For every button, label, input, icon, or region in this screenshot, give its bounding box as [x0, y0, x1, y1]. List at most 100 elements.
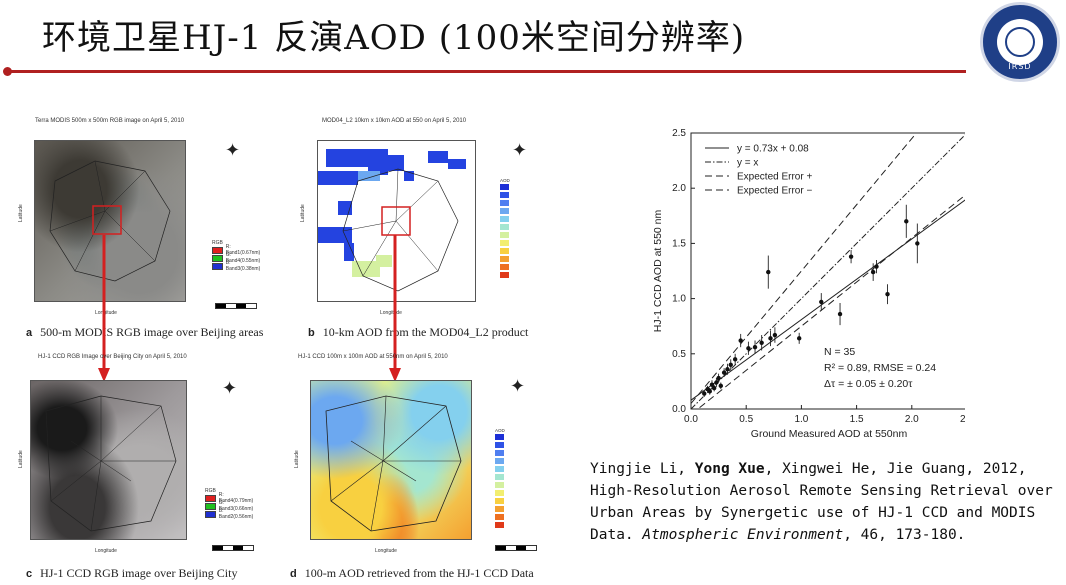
- caption-letter: b: [308, 327, 315, 339]
- data-point: [721, 370, 727, 375]
- data-point: [709, 382, 715, 387]
- panel-c-map: [30, 380, 187, 540]
- aod-color-step: [495, 449, 507, 457]
- panel-a-header: Terra MODIS 500m x 500m RGB image on Apr…: [35, 118, 185, 124]
- aod-swatch: [500, 216, 509, 222]
- panel-d-aod-legend: AOD: [495, 428, 507, 529]
- legend-label: R: Band1(0.67nm): [225, 244, 261, 256]
- aod-color-step: [500, 191, 512, 199]
- data-point: [772, 332, 778, 338]
- y-tick-label: 0.0: [672, 404, 686, 415]
- x-axis-label: Ground Measured AOD at 550nm: [751, 428, 908, 440]
- aod-swatch: [495, 522, 504, 528]
- legend-label: Expected Error +: [737, 172, 812, 183]
- aod-swatch: [500, 256, 509, 262]
- aod-swatch: [500, 184, 509, 190]
- panel-a-xlabel: Longitude: [95, 310, 117, 316]
- y-tick-label: 1.0: [672, 294, 686, 305]
- logo-text: IRSD: [1008, 62, 1032, 71]
- legend-swatch-red: [205, 494, 216, 502]
- legend-label: y = 0.73x + 0.08: [737, 144, 809, 155]
- aod-color-step: [495, 457, 507, 465]
- legend-swatch-blue: [212, 262, 223, 270]
- validation-scatter-chart: 0.0 0.5 1.0 1.5 2.0 2.5 0.0 0.5 1.0 1.5 2.0 2.5 Grou…: [652, 128, 965, 440]
- reference-volume: , 46, 173-180.: [843, 527, 966, 543]
- aod-swatch: [500, 232, 509, 238]
- aod-color-step: [500, 239, 512, 247]
- legend-row: B: Band3(0.38nm): [212, 260, 261, 272]
- aod-color-step: [500, 263, 512, 271]
- data-point: [759, 340, 764, 345]
- aod-color-step: [500, 247, 512, 255]
- aod-color-step: [495, 505, 507, 513]
- plot-lines: [691, 133, 965, 409]
- data-point: [796, 336, 802, 341]
- aod-swatch: [495, 474, 504, 480]
- panel-b-map: [317, 140, 476, 302]
- reference-author-bold: Yong Xue: [694, 461, 765, 477]
- legend-row: G: Band4(0.55nm): [212, 252, 261, 264]
- data-point: [819, 299, 824, 305]
- data-point: [711, 385, 717, 391]
- caption-letter: c: [26, 568, 33, 580]
- aod-swatch: [500, 200, 509, 206]
- scale-bar: [212, 545, 254, 551]
- globe-icon: [1005, 27, 1035, 57]
- y-tick-label: 2.5: [672, 128, 686, 139]
- x-tick-label: 1.5: [850, 414, 864, 425]
- north-arrow-icon-b: ✦: [512, 140, 528, 160]
- aod-swatch: [500, 248, 509, 254]
- legend-swatch-green: [205, 502, 216, 510]
- north-arrow-icon-d: ✦: [510, 376, 526, 396]
- data-point: [752, 344, 758, 350]
- panel-c-xlabel: Longitude: [95, 548, 117, 554]
- reference-authors-rest: , Xingwei He, Jie Guang, 2012,: [764, 461, 1027, 477]
- panel-d-xlabel: Longitude: [375, 548, 397, 554]
- caption-text: 100-m AOD retrieved from the HJ-1 CCD Da…: [304, 566, 534, 580]
- stats-text: R² = 0.89, RMSE = 0.24: [824, 362, 936, 374]
- x-tick-label: 0.5: [739, 414, 753, 425]
- panel-d-boundaries: [325, 395, 462, 532]
- data-point: [716, 375, 721, 381]
- y-axis-label: HJ-1 CCD AOD at 550 nm: [652, 209, 664, 332]
- panel-b-xlabel: Longitude: [380, 310, 402, 316]
- aod-color-step: [500, 271, 512, 279]
- fit-line: [691, 199, 965, 401]
- aod-color-step: [500, 231, 512, 239]
- caption-text: 500-m MODIS RGB image over Beijing areas: [40, 325, 264, 339]
- data-point: [728, 362, 733, 368]
- title-rule-dot: [3, 67, 12, 76]
- aod-swatch: [500, 224, 509, 230]
- aod-swatch: [495, 466, 504, 472]
- aod-colorbar-b: [500, 183, 512, 279]
- aod-color-step: [500, 223, 512, 231]
- legend-label: B: Band2(0.56nm): [218, 508, 254, 520]
- panel-d-map: [310, 380, 472, 540]
- aod-swatch: [495, 506, 504, 512]
- aod-swatch: [495, 434, 504, 440]
- panel-b-aod-legend: AOD: [500, 178, 512, 279]
- aod-color-step: [495, 473, 507, 481]
- y-tick-label: 1.5: [672, 238, 686, 249]
- x-tick-label: 1.0: [794, 414, 808, 425]
- panel-d-ylabel: Latitude: [294, 450, 300, 468]
- panel-d-legend-title: AOD: [495, 428, 505, 433]
- data-point: [732, 357, 738, 362]
- data-point: [837, 311, 843, 317]
- aod-color-step: [500, 207, 512, 215]
- aod-swatch: [495, 514, 504, 520]
- aod-color-step: [495, 521, 507, 529]
- slide-title: 环境卫星HJ-1 反演AOD (100米空间分辨率): [42, 18, 746, 58]
- aod-color-step: [495, 433, 507, 441]
- reference-journal: Atmospheric Environment: [642, 527, 844, 543]
- aod-swatch: [495, 490, 504, 496]
- panel-d-caption: d 100-m AOD retrieved from the HJ-1 CCD D…: [290, 566, 534, 581]
- data-point: [714, 380, 719, 385]
- north-arrow-icon-c: ✦: [222, 378, 238, 398]
- data-point: [702, 391, 707, 396]
- y-tick-label: 2.0: [672, 183, 686, 194]
- legend-label: B: Band3(0.38nm): [225, 260, 261, 272]
- x-tick-label: 0.0: [684, 414, 698, 425]
- aod-color-step: [500, 183, 512, 191]
- reference-title: High-Resolution Aerosol Remote Sensing R…: [590, 483, 1053, 543]
